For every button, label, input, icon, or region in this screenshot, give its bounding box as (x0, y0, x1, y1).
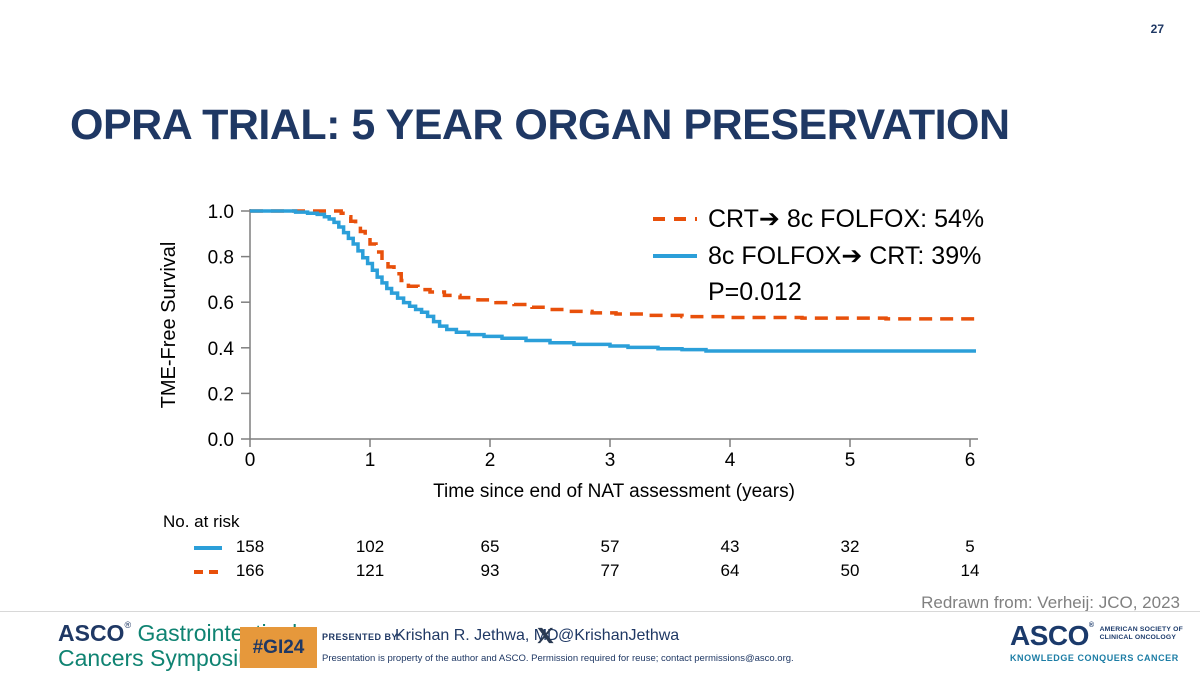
legend-solid-line-icon (653, 253, 697, 258)
presented-by-label: PRESENTED BY: (322, 632, 401, 642)
x-handle: @KrishanJethwa (558, 627, 680, 644)
risk-value: 65 (480, 537, 500, 556)
svg-text:2: 2 (485, 450, 496, 471)
risk-value: 77 (600, 561, 620, 580)
legend-label: 8c FOLFOX➔ CRT: 39% (708, 241, 982, 270)
svg-text:0: 0 (245, 450, 256, 471)
risk-value: 14 (960, 561, 980, 580)
chart-legend: CRT➔ 8c FOLFOX: 54% 8c FOLFOX➔ CRT: 39% … (652, 200, 984, 311)
legend-item-crt-folfox: CRT➔ 8c FOLFOX: 54% (652, 200, 984, 237)
risk-value: 93 (480, 561, 500, 580)
svg-text:Time since end of NAT assessme: Time since end of NAT assessment (years) (433, 481, 795, 502)
hashtag-badge: #GI24 (240, 627, 317, 668)
page-number: 27 (1150, 22, 1164, 36)
legend-dashed-line-icon (653, 216, 697, 221)
risk-value: 102 (355, 537, 385, 556)
risk-value: 32 (840, 537, 860, 556)
risk-row-line-icon (194, 546, 222, 550)
risk-value: 43 (720, 537, 740, 556)
slide-title: OPRA TRIAL: 5 YEAR ORGAN PRESERVATION (70, 100, 1010, 149)
x-twitter-icon (537, 627, 554, 644)
risk-row-line-icon (194, 570, 222, 574)
risk-value: 64 (720, 561, 740, 580)
risk-value: 57 (600, 537, 620, 556)
hashtag-text: #GI24 (252, 636, 305, 658)
presenter-name: Krishan R. Jethwa, MD (395, 627, 559, 644)
svg-text:0.0: 0.0 (208, 430, 234, 451)
risk-row-0: 158 102 65 57 43 32 5 (0, 537, 1200, 559)
risk-value: 5 (965, 537, 975, 556)
asco-logo: ASCO® AMERICAN SOCIETY OF CLINICAL ONCOL… (1010, 620, 1190, 664)
gi-logo-line2: Cancers Symposium (58, 644, 271, 671)
svg-text:TME-Free Survival: TME-Free Survival (158, 242, 180, 409)
km-chart-svg: 0.0 0.2 0.4 0.6 0.8 1.0 0 1 2 3 4 5 6 TME-Free Surviv… (158, 202, 978, 502)
svg-text:0.4: 0.4 (208, 339, 235, 360)
asco-society-text: AMERICAN SOCIETY OF CLINICAL ONCOLOGY (1099, 626, 1183, 642)
footer-divider (0, 611, 1200, 612)
p-value: P=0.012 (708, 278, 802, 306)
risk-value: 158 (235, 537, 265, 556)
risk-table-title: No. at risk (163, 512, 240, 531)
risk-value: 50 (840, 561, 860, 580)
svg-text:0.8: 0.8 (208, 248, 234, 269)
asco-tagline: KNOWLEDGE CONQUERS CANCER (1010, 653, 1179, 663)
registered-icon: ® (124, 620, 132, 630)
svg-text:3: 3 (605, 450, 616, 471)
svg-text:0.2: 0.2 (208, 384, 234, 405)
risk-value: 121 (355, 561, 385, 580)
legend-item-folfox-crt: 8c FOLFOX➔ CRT: 39% (652, 237, 984, 274)
source-citation: Redrawn from: Verheij: JCO, 2023 (921, 593, 1180, 612)
asco-wordmark: ASCO (58, 620, 125, 646)
svg-text:4: 4 (725, 450, 736, 471)
risk-value: 166 (235, 561, 265, 580)
svg-text:1: 1 (365, 450, 376, 471)
risk-row-1: 166 121 93 77 64 50 14 (0, 561, 1200, 583)
svg-text:6: 6 (965, 450, 976, 471)
svg-text:5: 5 (845, 450, 856, 471)
registered-icon: ® (1088, 622, 1094, 629)
legend-label: CRT➔ 8c FOLFOX: 54% (708, 204, 985, 233)
copyright-disclaimer: Presentation is property of the author a… (322, 653, 794, 664)
asco-wordmark: ASCO® (1010, 620, 1094, 651)
svg-text:1.0: 1.0 (208, 202, 234, 223)
svg-text:0.6: 0.6 (208, 293, 234, 314)
